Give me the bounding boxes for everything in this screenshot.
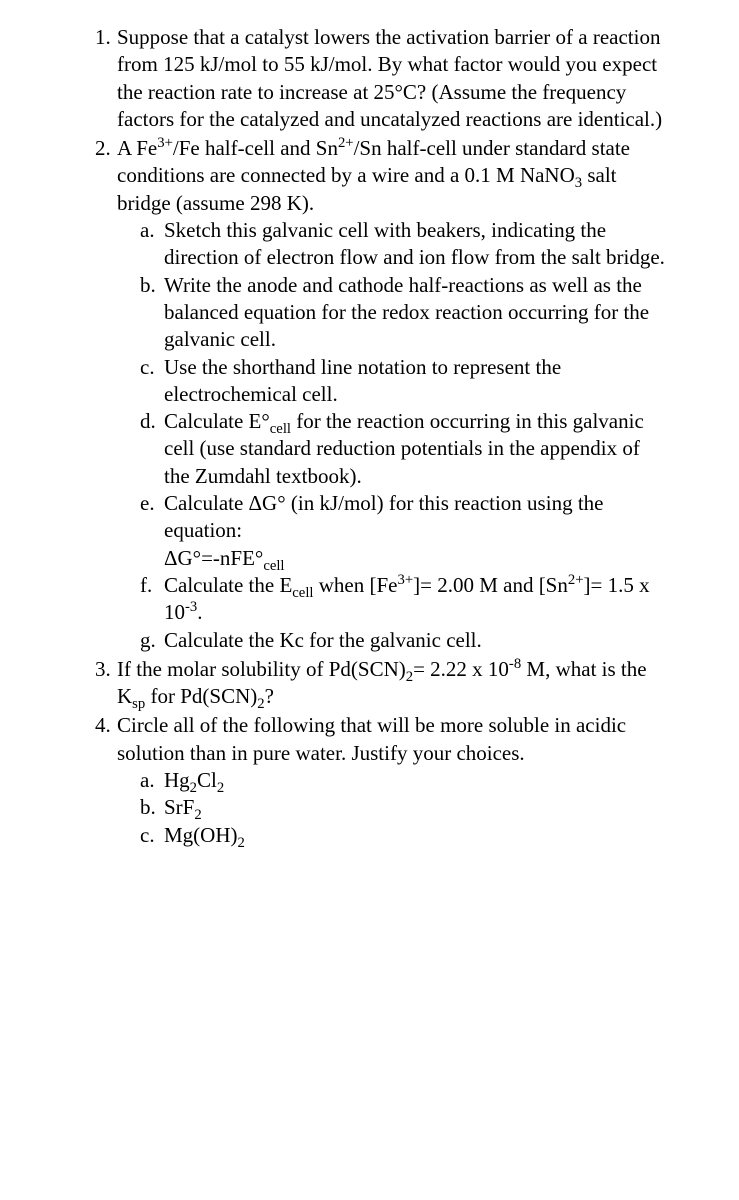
- q3-number: 3.: [95, 656, 117, 683]
- q4c-body: Mg(OH)2: [164, 822, 669, 849]
- q2e-text: Calculate ΔG° (in kJ/mol) for this react…: [164, 491, 603, 542]
- q2g-number: g.: [140, 627, 164, 654]
- q4b-body: SrF2: [164, 794, 669, 821]
- q4-part-a: a. Hg2Cl2: [117, 767, 669, 794]
- q2d-number: d.: [140, 408, 164, 435]
- q2e-body: Calculate ΔG° (in kJ/mol) for this react…: [164, 490, 669, 572]
- q2a-number: a.: [140, 217, 164, 244]
- q2d-body: Calculate E°cell for the reaction occurr…: [164, 408, 669, 490]
- q3-body: If the molar solubility of Pd(SCN)2= 2.2…: [117, 656, 669, 711]
- q2-body: A Fe3+/Fe half-cell and Sn2+/Sn half-cel…: [117, 135, 669, 654]
- q2-part-g: g. Calculate the Kc for the galvanic cel…: [117, 627, 669, 654]
- q2e-number: e.: [140, 490, 164, 517]
- q4-number: 4.: [95, 712, 117, 739]
- q4-part-b: b. SrF2: [117, 794, 669, 821]
- q4c-number: c.: [140, 822, 164, 849]
- q2-part-b: b. Write the anode and cathode half-reac…: [117, 272, 669, 354]
- q1-number: 1.: [95, 24, 117, 51]
- q2b-body: Write the anode and cathode half-reactio…: [164, 272, 669, 354]
- question-4: 4. Circle all of the following that will…: [95, 712, 669, 848]
- q2f-number: f.: [140, 572, 164, 599]
- q2g-body: Calculate the Kc for the galvanic cell.: [164, 627, 669, 654]
- q4-body: Circle all of the following that will be…: [117, 712, 669, 848]
- q2-part-a: a. Sketch this galvanic cell with beaker…: [117, 217, 669, 272]
- q2-part-d: d. Calculate E°cell for the reaction occ…: [117, 408, 669, 490]
- q4-part-c: c. Mg(OH)2: [117, 822, 669, 849]
- q4a-body: Hg2Cl2: [164, 767, 669, 794]
- question-3: 3. If the molar solubility of Pd(SCN)2= …: [95, 656, 669, 711]
- q2-part-e: e. Calculate ΔG° (in kJ/mol) for this re…: [117, 490, 669, 572]
- q2a-body: Sketch this galvanic cell with beakers, …: [164, 217, 669, 272]
- q2c-number: c.: [140, 354, 164, 381]
- q2-number: 2.: [95, 135, 117, 162]
- q4-text: Circle all of the following that will be…: [117, 713, 626, 764]
- q2c-body: Use the shorthand line notation to repre…: [164, 354, 669, 409]
- question-2: 2. A Fe3+/Fe half-cell and Sn2+/Sn half-…: [95, 135, 669, 654]
- q2b-number: b.: [140, 272, 164, 299]
- q2e-equation: ΔG°=-nFE°cell: [164, 546, 285, 570]
- q2-part-c: c. Use the shorthand line notation to re…: [117, 354, 669, 409]
- q2-intro: A Fe3+/Fe half-cell and Sn2+/Sn half-cel…: [117, 136, 630, 215]
- question-1: 1. Suppose that a catalyst lowers the ac…: [95, 24, 669, 133]
- q4a-number: a.: [140, 767, 164, 794]
- q2-part-f: f. Calculate the Ecell when [Fe3+]= 2.00…: [117, 572, 669, 627]
- q2f-body: Calculate the Ecell when [Fe3+]= 2.00 M …: [164, 572, 669, 627]
- q1-body: Suppose that a catalyst lowers the activ…: [117, 24, 669, 133]
- q4b-number: b.: [140, 794, 164, 821]
- document-page: 1. Suppose that a catalyst lowers the ac…: [0, 0, 739, 889]
